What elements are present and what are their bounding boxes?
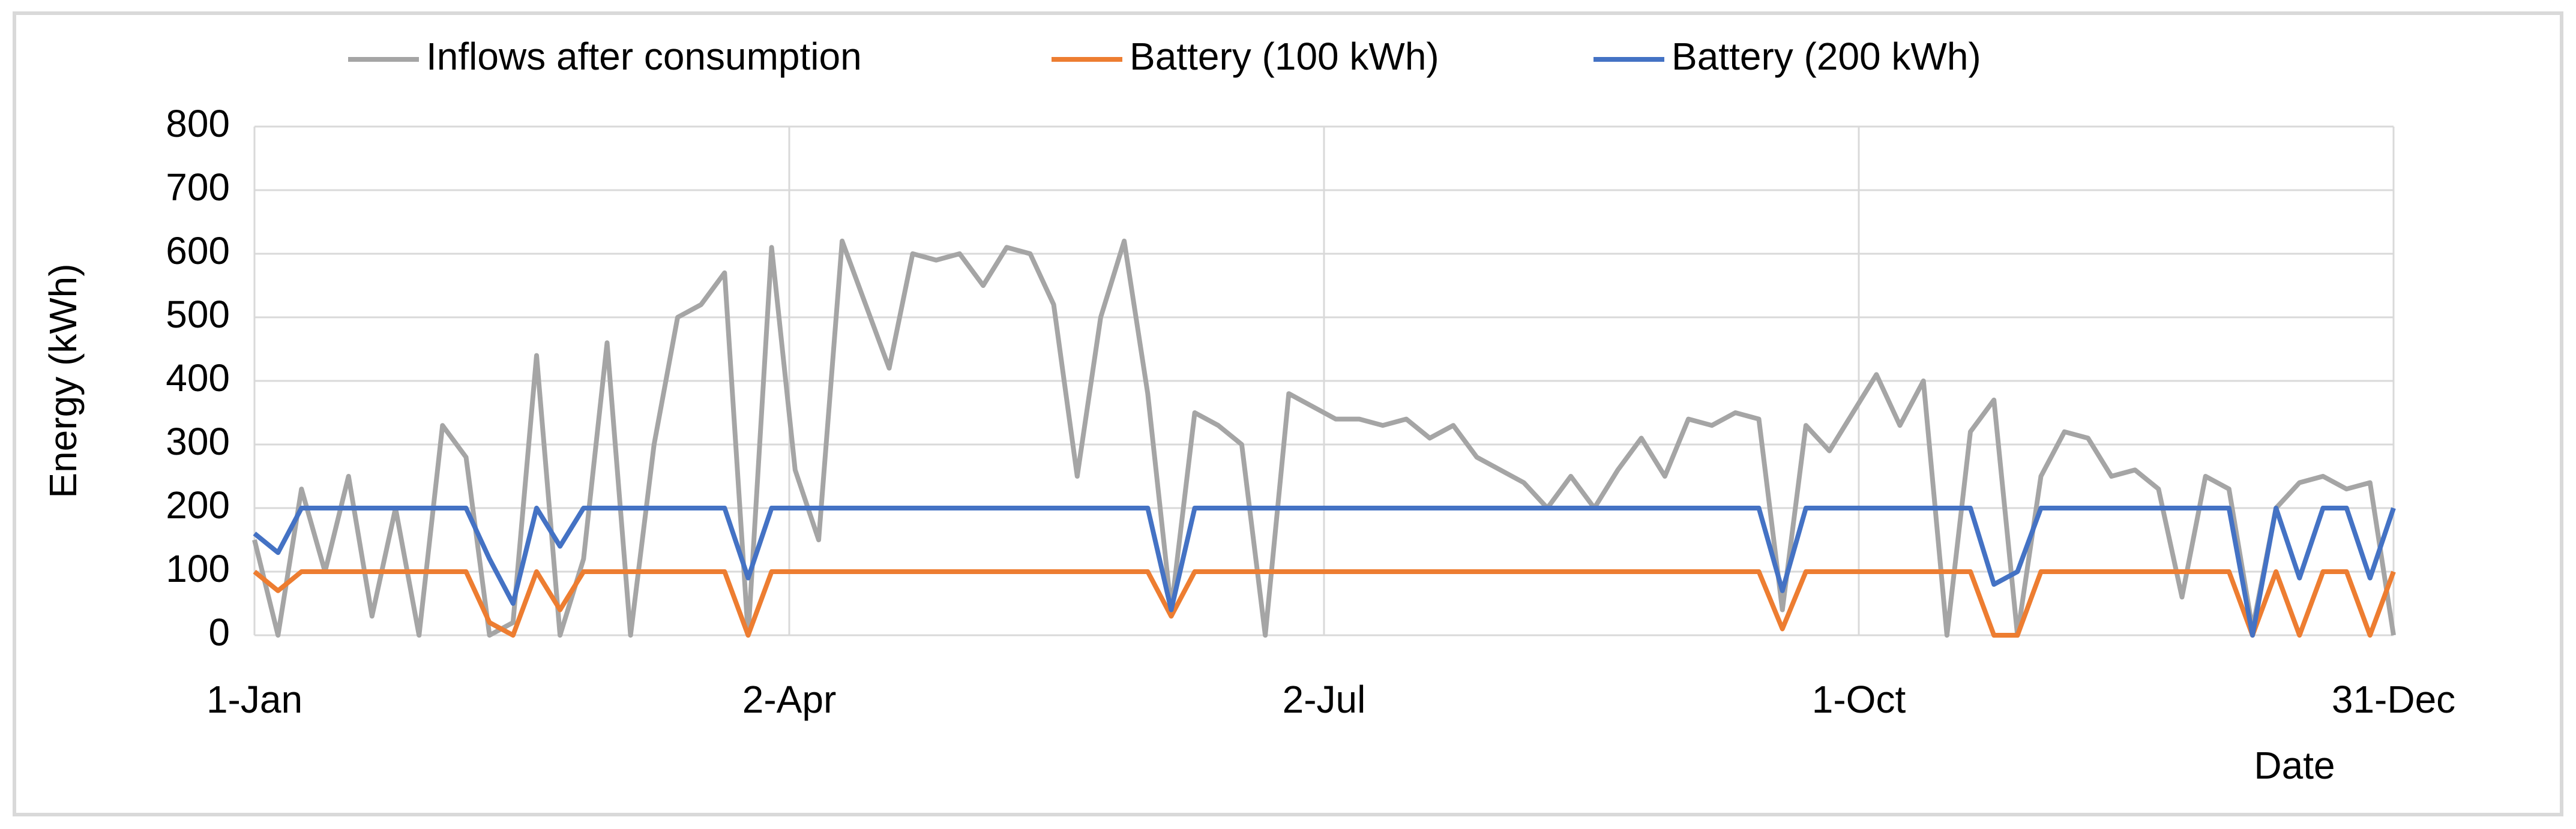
y-tick-label: 400: [166, 356, 230, 400]
legend-label: Battery (200 kWh): [1672, 35, 1981, 78]
legend-label: Inflows after consumption: [426, 35, 862, 78]
y-tick-label: 200: [166, 483, 230, 527]
series-line: [253, 506, 2396, 638]
y-tick-label: 600: [166, 229, 230, 272]
x-tick-label: 1-Jan: [206, 678, 302, 721]
y-tick-label: 300: [166, 420, 230, 463]
y-tick-label: 0: [208, 611, 230, 654]
y-tick-label: 100: [166, 547, 230, 590]
legend-label: Battery (100 kWh): [1130, 35, 1439, 78]
series-line: [252, 238, 2396, 638]
series-line: [253, 569, 2396, 638]
y-axis-title: Energy (kWh): [41, 263, 85, 498]
x-tick-label: 2-Apr: [742, 678, 837, 721]
y-tick-label: 700: [166, 166, 230, 209]
y-tick-label: 500: [166, 293, 230, 336]
y-tick-label: 800: [166, 102, 230, 145]
x-tick-label: 1-Oct: [1812, 678, 1906, 721]
x-tick-label: 2-Jul: [1283, 678, 1366, 721]
x-tick-label: 31-Dec: [2332, 678, 2455, 721]
x-axis-title: Date: [2254, 744, 2335, 787]
